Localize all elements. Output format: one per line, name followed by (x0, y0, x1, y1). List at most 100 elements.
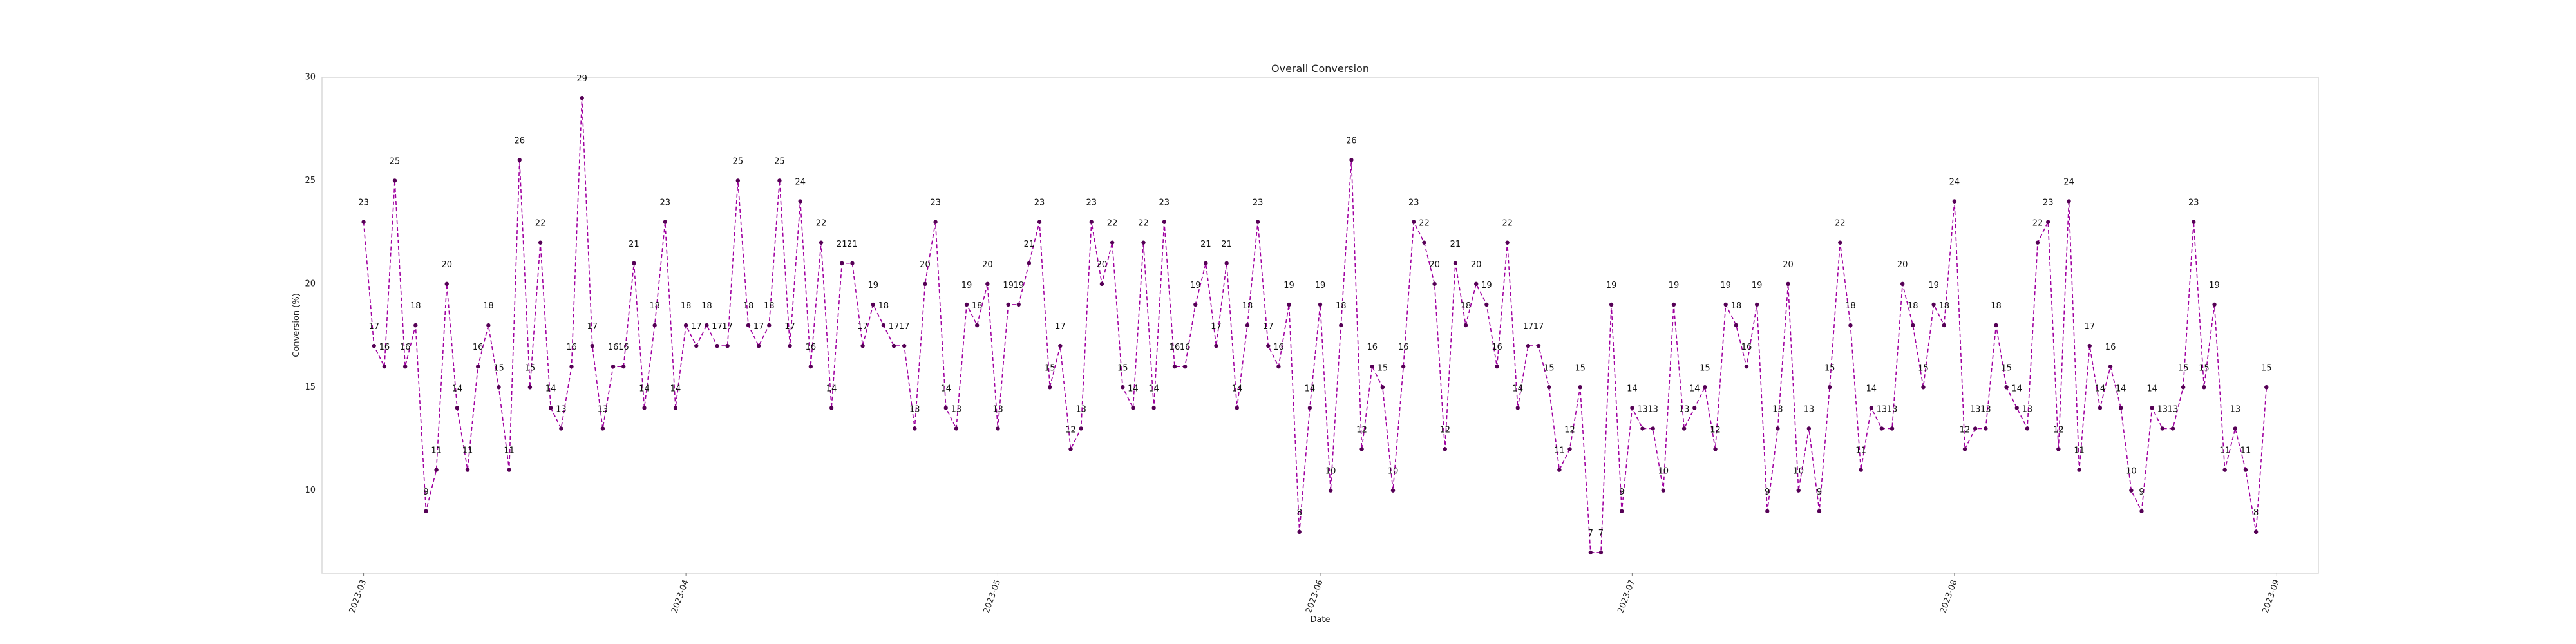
data-label: 15 (2199, 363, 2210, 373)
y-axis-ticks: 10 15 20 25 30 (305, 73, 316, 496)
data-point (1495, 364, 1499, 369)
data-label: 22 (1138, 219, 1149, 229)
data-point (1827, 385, 1832, 390)
data-point (1110, 240, 1115, 245)
data-label: 16 (1398, 343, 1409, 352)
data-label: 17 (1533, 322, 1544, 332)
data-point (1744, 364, 1749, 369)
data-labels: 2317162516189112014111618151126152214131… (358, 74, 2271, 538)
data-point (2139, 509, 2144, 513)
data-point (1037, 220, 1042, 224)
data-point (600, 426, 605, 431)
data-label: 10 (2126, 467, 2137, 477)
data-label: 16 (566, 343, 577, 352)
data-point (1401, 364, 1406, 369)
data-point (1515, 406, 1520, 410)
data-point (1276, 364, 1281, 369)
data-label: 16 (1180, 343, 1191, 352)
data-point (1484, 302, 1489, 307)
data-point (1141, 240, 1146, 245)
data-label: 17 (1055, 322, 1066, 332)
data-label: 23 (930, 198, 941, 208)
data-point (1121, 385, 1125, 390)
data-point (725, 343, 730, 348)
data-label: 23 (660, 198, 671, 208)
data-label: 14 (1689, 384, 1700, 393)
data-point (507, 468, 511, 472)
data-point (2202, 385, 2206, 390)
data-point (2243, 468, 2248, 472)
data-label: 23 (2188, 198, 2199, 208)
data-point (1567, 447, 1572, 451)
data-label: 13 (909, 404, 920, 414)
data-label: 17 (889, 322, 900, 332)
data-label: 18 (1908, 301, 1918, 311)
data-label: 8 (1297, 508, 1302, 518)
data-label: 16 (473, 343, 484, 352)
data-point (1224, 261, 1229, 265)
data-label: 14 (2146, 384, 2157, 393)
data-label: 20 (1897, 260, 1908, 270)
data-label: 11 (1855, 446, 1866, 456)
data-point (1412, 220, 1416, 224)
data-label: 18 (1991, 301, 2002, 311)
data-point (527, 385, 533, 390)
data-point (1931, 302, 1936, 307)
series-line (363, 98, 2268, 553)
data-point (673, 406, 678, 410)
data-label: 10 (1388, 467, 1399, 477)
data-label: 19 (1190, 281, 1201, 290)
data-label: 19 (1606, 281, 1617, 290)
data-label: 18 (1731, 301, 1742, 311)
data-point (1058, 343, 1063, 348)
data-label: 19 (961, 281, 972, 290)
data-point (954, 426, 959, 431)
data-label: 22 (816, 219, 827, 229)
data-label: 11 (462, 446, 473, 456)
data-label: 13 (598, 404, 609, 414)
data-label: 14 (1866, 384, 1877, 393)
data-point (808, 364, 813, 369)
data-label: 13 (1887, 404, 1898, 414)
data-label: 22 (1835, 219, 1846, 229)
data-label: 17 (2085, 322, 2096, 332)
data-label: 17 (753, 322, 764, 332)
data-point (1838, 240, 1842, 245)
data-point (1640, 426, 1645, 431)
data-point (819, 240, 824, 245)
data-point (1473, 281, 1479, 287)
data-point (1598, 550, 1604, 555)
data-point (1796, 488, 1801, 493)
data-point (1942, 323, 1946, 328)
data-label: 15 (1378, 363, 1388, 373)
data-point (372, 343, 376, 348)
x-axis-label: Date (1310, 615, 1330, 625)
data-label: 17 (368, 322, 379, 332)
data-label: 21 (1221, 240, 1232, 249)
data-point (1723, 302, 1728, 307)
data-point (1713, 447, 1718, 451)
data-point (871, 302, 875, 307)
data-point (933, 220, 938, 224)
data-point (1079, 426, 1083, 431)
data-label: 9 (1765, 488, 1770, 497)
data-point (1557, 468, 1562, 472)
data-label: 21 (1024, 240, 1035, 249)
data-point (1172, 364, 1177, 369)
data-point (1016, 302, 1021, 307)
data-point (361, 220, 366, 224)
data-point (2181, 385, 2186, 390)
data-point (2212, 302, 2217, 307)
data-label: 14 (1512, 384, 1523, 393)
data-point (1578, 385, 1582, 390)
data-point (974, 323, 980, 328)
data-label: 19 (1013, 281, 1024, 290)
data-label: 15 (1700, 363, 1710, 373)
data-label: 21 (629, 240, 639, 249)
data-point (475, 364, 480, 369)
data-point (2098, 406, 2103, 410)
data-label: 23 (1408, 198, 1419, 208)
data-label: 23 (2043, 198, 2054, 208)
data-label: 26 (514, 136, 525, 146)
